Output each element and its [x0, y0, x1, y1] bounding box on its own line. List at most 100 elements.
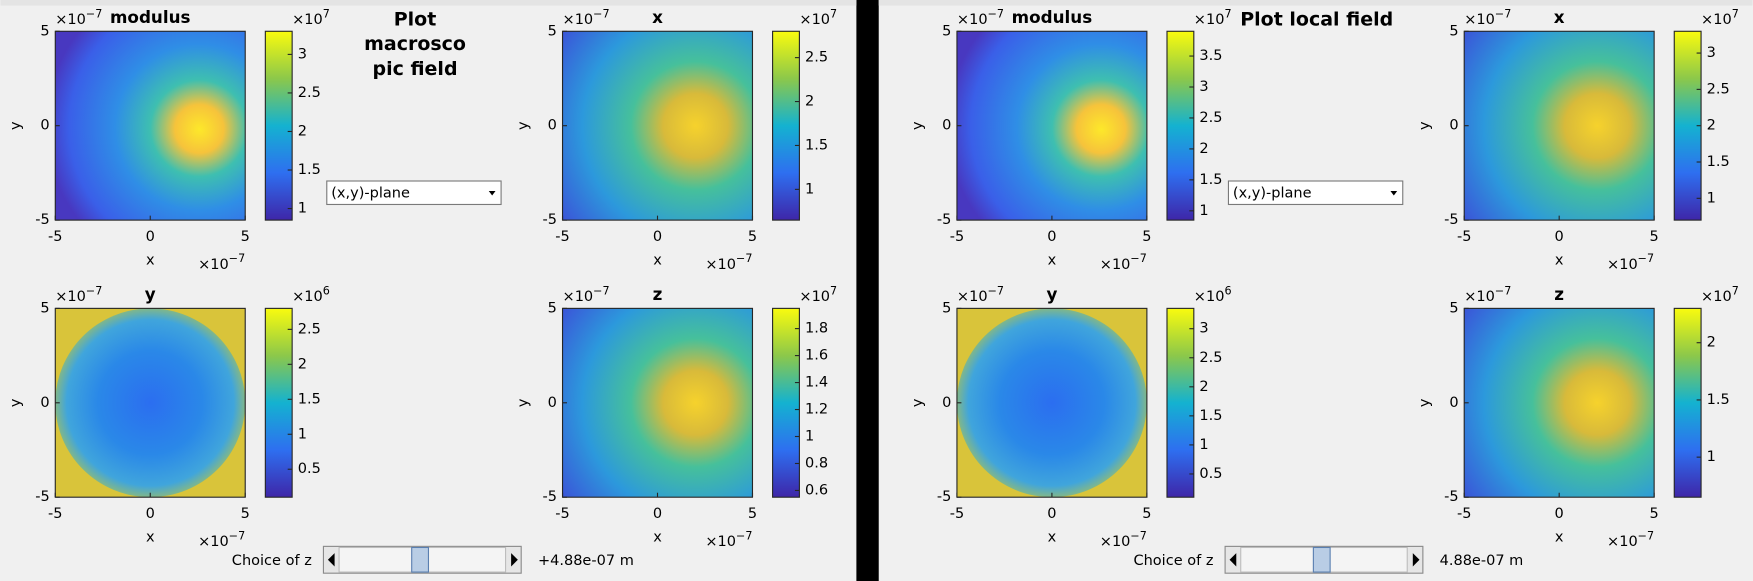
y-tick-label: -5 — [35, 212, 49, 228]
colorbar-tick-label: 3 — [298, 46, 307, 62]
axis-multiplier: ×10−7 — [705, 252, 752, 273]
slider-value: 4.88e-07 m — [1440, 553, 1524, 569]
heatmap — [55, 308, 246, 498]
plot-title: z — [653, 284, 663, 304]
y-tick-label: 5 — [942, 300, 951, 316]
colorbar — [1166, 307, 1195, 498]
x-tick-label: -5 — [555, 229, 569, 245]
colorbar-tick-label: 2.5 — [1707, 81, 1730, 97]
colorbar-tick-label: 1.5 — [1199, 408, 1222, 424]
multiplier-exponent: 7 — [1732, 8, 1739, 21]
multiplier-base: ×10 — [957, 12, 988, 28]
divider — [856, 0, 879, 581]
slider-right-arrow — [511, 553, 518, 567]
dropdown[interactable] — [1227, 180, 1404, 206]
dropdown-text: (x,y)-plane — [1233, 185, 1312, 201]
axis-multiplier: ×10−7 — [705, 529, 752, 550]
multiplier-base: ×10 — [705, 257, 736, 273]
colorbar-tick-label: 1.4 — [805, 375, 828, 391]
multiplier-base: ×10 — [957, 289, 988, 305]
axis-multiplier: ×10−7 — [1100, 529, 1147, 550]
y-tick-label: 0 — [1449, 395, 1458, 411]
colorbar-tick-label: 3 — [1707, 45, 1716, 61]
y-axis-label: y — [1417, 398, 1433, 407]
colorbar — [772, 30, 800, 221]
axis-multiplier: ×10−7 — [957, 8, 1004, 29]
colorbar-tick-label: 1 — [1199, 203, 1208, 219]
heatmap — [956, 31, 1147, 221]
axis-multiplier: ×10−7 — [563, 285, 610, 306]
multiplier-exponent: −7 — [736, 529, 752, 542]
panel-title: pic field — [373, 58, 458, 80]
multiplier-exponent: −7 — [229, 252, 245, 265]
multiplier-base: ×10 — [705, 534, 736, 550]
x-tick-label: -5 — [1457, 229, 1471, 245]
axis-multiplier: ×107 — [1194, 8, 1232, 29]
multiplier-base: ×10 — [292, 289, 323, 305]
y-tick-label: 0 — [548, 118, 557, 134]
axis-multiplier: ×10−7 — [198, 252, 245, 273]
colorbar-tick-label: 2 — [1199, 379, 1208, 395]
x-tick-label: 5 — [748, 229, 757, 245]
slider-thumb[interactable] — [1312, 546, 1331, 573]
multiplier-exponent: −7 — [1130, 529, 1146, 542]
multiplier-base: ×10 — [198, 257, 229, 273]
multiplier-exponent: −7 — [1495, 8, 1511, 21]
y-tick-label: 5 — [40, 300, 49, 316]
colorbar-tick-label: 2.5 — [805, 50, 828, 66]
slider-thumb[interactable] — [411, 546, 430, 573]
multiplier-base: ×10 — [55, 12, 86, 28]
multiplier-exponent: −7 — [86, 285, 102, 298]
x-axis-label: x — [1048, 252, 1057, 268]
axis-multiplier: ×107 — [292, 8, 330, 29]
dropdown-arrow — [1390, 191, 1398, 196]
y-tick-label: 0 — [942, 118, 951, 134]
x-tick-label: 5 — [1142, 229, 1151, 245]
colorbar-tick-label: 2.5 — [1199, 110, 1222, 126]
y-tick-label: 0 — [40, 395, 49, 411]
x-tick-label: 0 — [1047, 506, 1056, 522]
multiplier-exponent: −7 — [988, 8, 1004, 21]
plot-title: modulus — [110, 7, 191, 27]
plot-title: modulus — [1012, 7, 1093, 27]
y-tick-label: 0 — [40, 118, 49, 134]
axis-multiplier: ×10−7 — [55, 8, 102, 29]
x-axis-label: x — [1555, 529, 1564, 545]
y-tick-label: 0 — [548, 395, 557, 411]
y-axis-label: y — [910, 398, 926, 407]
x-tick-label: 5 — [1142, 506, 1151, 522]
plot-title: z — [1554, 284, 1564, 304]
plot-title: y — [145, 284, 156, 304]
axis-multiplier: ×10−7 — [957, 285, 1004, 306]
axis-multiplier: ×107 — [1701, 285, 1739, 306]
dropdown[interactable] — [326, 180, 502, 206]
colorbar-tick-label: 1.5 — [1199, 172, 1222, 188]
colorbar-tick-label: 2 — [1707, 118, 1716, 134]
axis-multiplier: ×10−7 — [1607, 252, 1654, 273]
y-axis-label: y — [515, 398, 531, 407]
dropdown-arrow — [488, 191, 496, 196]
slider-left-arrow — [1229, 553, 1237, 567]
multiplier-base: ×10 — [1464, 12, 1495, 28]
multiplier-exponent: 6 — [323, 285, 330, 298]
y-tick-label: 5 — [548, 23, 557, 39]
colorbar-tick-label: 1.5 — [298, 391, 321, 407]
heatmap — [562, 31, 753, 221]
multiplier-exponent: −7 — [86, 8, 102, 21]
plot-title: x — [1554, 7, 1565, 27]
y-tick-label: 5 — [40, 23, 49, 39]
x-tick-label: 5 — [1650, 506, 1659, 522]
multiplier-base: ×10 — [1194, 12, 1225, 28]
multiplier-exponent: 6 — [1224, 285, 1231, 298]
colorbar-tick-label: 3 — [1199, 79, 1208, 95]
axis-multiplier: ×107 — [799, 285, 837, 306]
colorbar-tick-label: 1 — [1199, 437, 1208, 453]
x-axis-label: x — [653, 252, 662, 268]
multiplier-base: ×10 — [198, 534, 229, 550]
x-tick-label: -5 — [1457, 506, 1471, 522]
multiplier-base: ×10 — [799, 289, 830, 305]
multiplier-base: ×10 — [55, 289, 86, 305]
multiplier-exponent: 7 — [1732, 285, 1739, 298]
x-tick-label: -5 — [555, 506, 569, 522]
axis-multiplier: ×106 — [292, 285, 330, 306]
